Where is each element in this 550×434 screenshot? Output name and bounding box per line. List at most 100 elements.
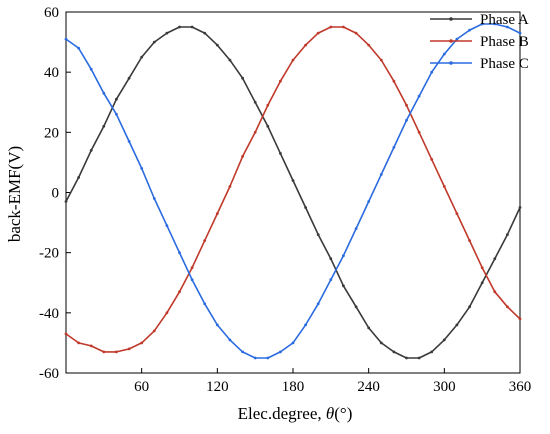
legend-label: Phase C (480, 56, 529, 72)
data-point (329, 278, 333, 282)
data-point (518, 317, 522, 321)
data-point (392, 79, 396, 83)
data-point (430, 70, 434, 74)
data-point (304, 323, 307, 327)
data-point (405, 103, 408, 107)
series-line-3 (65, 23, 521, 359)
legend-marker (449, 39, 453, 43)
data-point (342, 254, 345, 258)
data-point (329, 257, 333, 261)
series-layer (64, 22, 522, 360)
legend-label: Phase B (480, 34, 529, 50)
data-point (468, 305, 471, 309)
data-point (215, 212, 219, 216)
data-point (354, 31, 358, 35)
data-point (115, 97, 118, 101)
data-point (165, 311, 169, 315)
data-point (241, 76, 245, 80)
data-point (506, 233, 509, 237)
data-point (329, 25, 333, 29)
data-point (468, 239, 471, 243)
data-point (89, 344, 93, 348)
data-point (518, 206, 522, 209)
data-point (203, 239, 207, 243)
data-point (64, 200, 68, 203)
data-point (266, 356, 270, 360)
data-point (442, 185, 446, 188)
data-point (316, 302, 320, 306)
data-point (102, 350, 106, 354)
data-point (228, 58, 232, 62)
data-point (342, 25, 345, 29)
data-point (115, 350, 118, 354)
data-point (127, 140, 131, 143)
data-point (190, 266, 194, 270)
data-point (190, 278, 194, 282)
data-point (455, 37, 459, 41)
data-point (379, 341, 383, 345)
data-point (89, 67, 93, 71)
data-point (241, 350, 245, 354)
data-point (215, 323, 219, 327)
x-tick-label: 60 (134, 379, 149, 395)
data-point (102, 91, 106, 95)
data-point (291, 341, 295, 345)
data-point (417, 356, 421, 360)
data-point (480, 22, 484, 26)
legend-label: Phase A (480, 12, 529, 28)
data-point (493, 290, 497, 294)
data-point (178, 25, 181, 29)
data-point (455, 323, 459, 327)
data-point (392, 350, 396, 354)
series-line-1 (65, 26, 521, 359)
data-point (152, 197, 156, 200)
data-point (430, 158, 434, 161)
data-point (430, 350, 434, 354)
data-point (152, 329, 156, 333)
data-point (64, 332, 68, 336)
data-point (215, 43, 219, 47)
data-point (165, 31, 169, 35)
x-tick-label: 180 (282, 379, 305, 395)
series-line-2 (65, 26, 521, 353)
data-point (304, 43, 307, 47)
x-axis-title: Elec.degree, θ(°) (238, 404, 353, 423)
y-tick-label: -20 (39, 246, 59, 262)
data-point (203, 31, 207, 35)
data-point (506, 25, 509, 29)
data-point (405, 118, 408, 122)
y-axis-title: back-EMF(V) (5, 146, 24, 242)
data-point (316, 233, 320, 237)
axis-ticks: 60 120 180 240 300 360 60 40 20 0 -20 -40 -60 (39, 5, 531, 395)
data-point (140, 167, 144, 170)
data-point (115, 112, 118, 116)
legend-marker (449, 17, 453, 21)
data-point (417, 130, 421, 134)
data-point (442, 52, 446, 56)
data-point (253, 100, 257, 104)
data-point (379, 58, 383, 62)
plot-frame (65, 11, 521, 374)
data-point (405, 356, 408, 360)
y-tick-label: 0 (52, 186, 60, 202)
data-point (203, 302, 207, 306)
y-tick-label: 20 (44, 125, 59, 141)
data-point (152, 40, 156, 44)
data-point (89, 149, 93, 152)
x-tick-label: 120 (206, 379, 229, 395)
data-point (178, 290, 181, 294)
data-point (64, 37, 68, 41)
data-point (354, 305, 358, 309)
data-point (455, 212, 459, 216)
data-point (417, 94, 421, 98)
data-point (506, 305, 509, 309)
data-point (77, 341, 80, 345)
legend: Phase A Phase B Phase C (430, 12, 529, 72)
data-point (241, 155, 245, 158)
data-point (178, 251, 181, 255)
data-point (253, 356, 257, 360)
data-point (279, 350, 282, 354)
data-point (127, 347, 131, 351)
data-point (379, 173, 383, 176)
